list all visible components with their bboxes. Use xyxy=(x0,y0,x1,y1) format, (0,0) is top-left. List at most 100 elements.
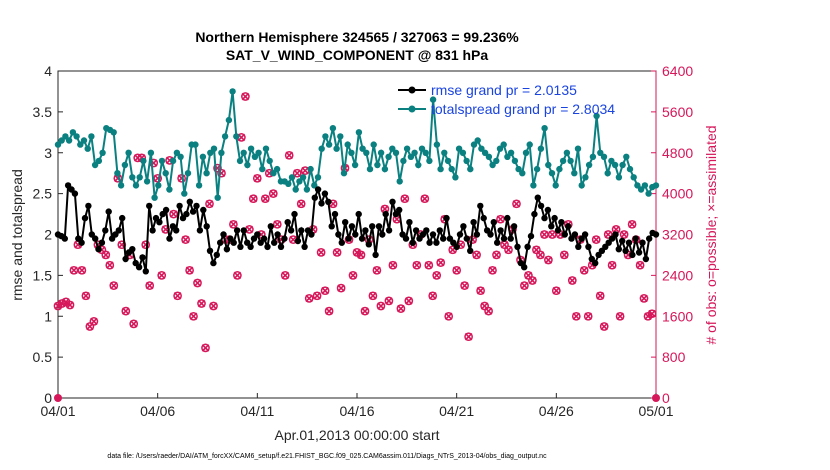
obs-possible-marker xyxy=(444,311,454,321)
obs-possible-marker xyxy=(559,250,569,260)
y-right-tick-label: 1600 xyxy=(662,308,693,324)
totalspread-point xyxy=(80,137,88,144)
y-right-tick-label: 4000 xyxy=(662,186,693,202)
rmse-point xyxy=(436,227,443,234)
rmse-point xyxy=(200,206,207,214)
rmse-point xyxy=(500,235,508,242)
totalspread-point xyxy=(485,153,493,160)
rmse-point xyxy=(173,227,180,234)
totalspread-point xyxy=(574,145,582,152)
obs-possible-marker xyxy=(181,235,190,244)
rmse-point xyxy=(494,239,501,246)
rmse-point xyxy=(362,227,369,234)
rmse-point xyxy=(625,239,633,246)
obs-possible-marker xyxy=(272,219,282,229)
rmse-point xyxy=(467,247,474,254)
rmse-point xyxy=(260,235,268,242)
obs-assimilated-marker xyxy=(189,312,198,321)
rmse-point xyxy=(352,231,359,238)
obs-assimilated-marker xyxy=(385,297,393,305)
obs-possible-marker xyxy=(217,168,226,178)
y-tick-label: 3.5 xyxy=(33,104,53,120)
obs-assimilated-marker xyxy=(640,294,648,303)
obs-assimilated-marker xyxy=(106,261,114,269)
x-axis-label: Apr.01,2013 00:00:00 start xyxy=(274,427,439,443)
obs-assimilated-marker xyxy=(209,302,218,310)
obs-assimilated-marker xyxy=(321,286,329,295)
obs-assimilated-marker xyxy=(512,200,521,208)
rmse-point xyxy=(534,194,541,201)
totalspread-point xyxy=(548,170,556,177)
totalspread-point xyxy=(400,157,407,165)
rmse-point xyxy=(217,239,224,246)
totalspread-point xyxy=(623,153,630,160)
rmse-point xyxy=(632,235,639,242)
obs-assimilated-marker xyxy=(628,220,636,229)
totalspread-point xyxy=(244,161,251,169)
rmse-point xyxy=(426,239,433,246)
obs-possible-marker xyxy=(452,265,462,275)
totalspread-point xyxy=(73,133,80,140)
totalspread-point xyxy=(307,165,314,173)
totalspread-point xyxy=(270,170,277,177)
obs-possible-marker xyxy=(241,92,250,101)
totalspread-point xyxy=(359,145,366,152)
obs-assimilated-marker xyxy=(552,286,561,295)
obs-assimilated-marker xyxy=(428,292,437,300)
obs-zero-marker xyxy=(652,394,660,402)
obs-possible-marker xyxy=(476,286,485,296)
rmse-point xyxy=(193,202,200,210)
rmse-point xyxy=(264,243,271,250)
obs-possible-marker xyxy=(121,306,131,316)
obs-assimilated-marker xyxy=(544,256,553,264)
obs-possible-marker xyxy=(384,296,394,306)
y-tick-label: 0.5 xyxy=(33,349,53,365)
totalspread-point xyxy=(155,182,162,189)
totalspread-point xyxy=(619,161,626,169)
obs-possible-marker xyxy=(189,311,198,321)
rmse-point xyxy=(122,255,129,263)
rmse-point xyxy=(342,219,349,226)
y-axis-right: 0 800 1600 2400 3200 4000 4800 5600 6400 xyxy=(651,63,693,406)
obs-assimilated-marker xyxy=(241,92,250,101)
y-right-tick-label: 5600 xyxy=(662,104,693,120)
obs-assimilated-marker xyxy=(424,261,433,269)
totalspread-point xyxy=(481,149,489,156)
rmse-point xyxy=(612,231,619,238)
obs-possible-marker xyxy=(547,230,557,239)
y-axis-right-label: # of obs: o=possible; ×=assimilated xyxy=(703,125,719,344)
totalspread-point xyxy=(95,157,103,165)
obs-assimilated-marker xyxy=(436,258,445,267)
obs-assimilated-marker xyxy=(82,292,90,300)
obs-assimilated-marker xyxy=(110,281,118,290)
obs-possible-marker xyxy=(544,255,553,265)
totalspread-point xyxy=(530,182,537,189)
y-tick-label: 0 xyxy=(44,390,52,406)
totalspread-point xyxy=(58,137,65,144)
legend-rmse-marker xyxy=(408,86,416,94)
obs-assimilated-marker xyxy=(361,307,369,315)
obs-assimilated-marker xyxy=(185,266,194,275)
rmse-point xyxy=(176,202,183,210)
rmse-point xyxy=(487,231,494,238)
rmse-point xyxy=(274,231,281,238)
obs-possible-marker xyxy=(520,281,529,290)
obs-possible-marker xyxy=(595,291,605,301)
obs-assimilated-marker xyxy=(536,251,545,259)
totalspread-point xyxy=(344,141,351,148)
rmse-point xyxy=(314,186,322,193)
totalspread-point xyxy=(615,174,623,181)
rmse-point xyxy=(220,231,227,238)
totalspread-point xyxy=(522,149,530,156)
obs-assimilated-marker xyxy=(269,189,278,198)
rmse-point xyxy=(206,247,214,254)
obs-possible-marker xyxy=(639,294,649,303)
rmse-point xyxy=(331,210,339,218)
x-tick-label: 04/11 xyxy=(240,403,274,419)
totalspread-point xyxy=(545,161,552,169)
obs-possible-marker xyxy=(551,286,561,296)
rmse-point xyxy=(554,227,562,234)
rmse-point xyxy=(375,223,383,230)
obs-assimilated-marker xyxy=(504,246,513,254)
rmse-point xyxy=(409,239,416,246)
